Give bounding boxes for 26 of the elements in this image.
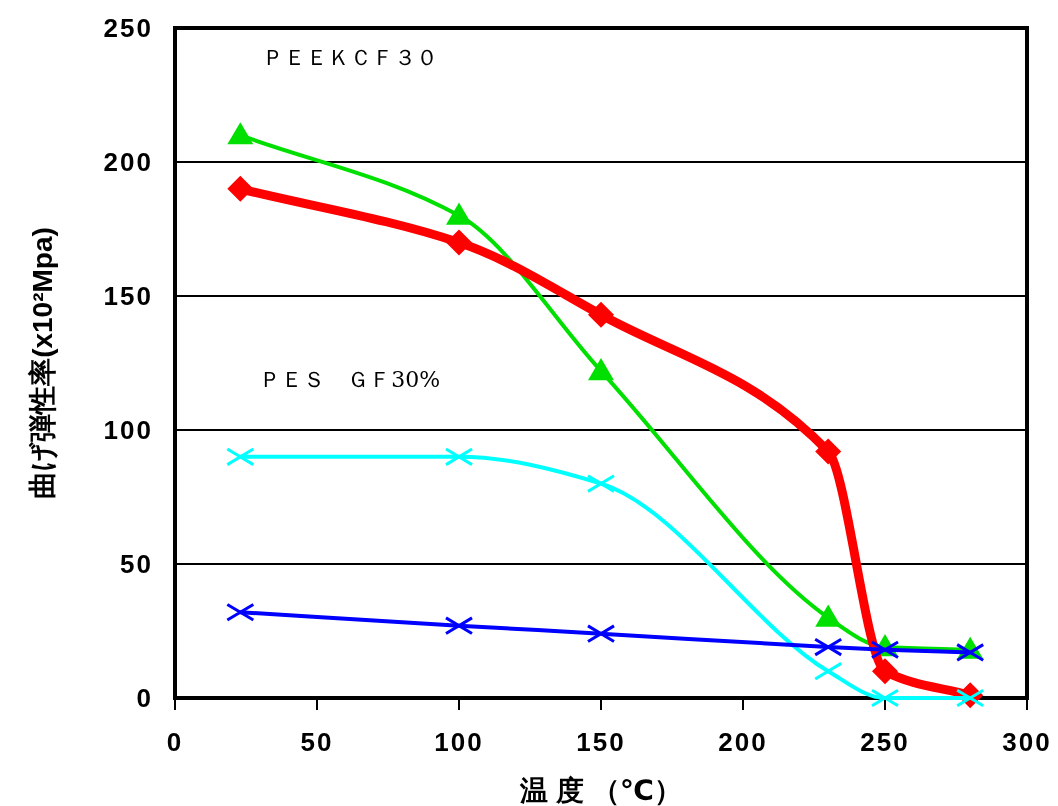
y-tick-label: 250 xyxy=(103,13,153,43)
y-tick-label: 0 xyxy=(136,683,153,713)
point xyxy=(227,175,254,202)
point xyxy=(588,301,614,328)
point xyxy=(815,438,842,465)
y-axis-title: 曲げ弾性率(x10²Mpa) xyxy=(27,227,58,499)
point xyxy=(588,358,614,381)
y-tick-label: 100 xyxy=(103,415,153,445)
x-tick-label: 50 xyxy=(300,727,334,757)
text: ＰＥＳ ＧＦ30% xyxy=(259,366,441,392)
point xyxy=(446,202,472,225)
point xyxy=(227,122,254,145)
point xyxy=(446,229,472,256)
x-tick-label: 200 xyxy=(718,727,768,757)
x-tick-label: 0 xyxy=(166,727,184,757)
x-tick-label: 150 xyxy=(576,727,626,757)
x-tick-label: 250 xyxy=(860,727,910,757)
x-axis-title: 温 度 （℃） xyxy=(519,775,682,806)
y-tick-label: 200 xyxy=(103,147,153,177)
text: ＰＥＥＫＣＦ３０ xyxy=(261,45,438,71)
y-tick-label: 50 xyxy=(120,549,153,579)
y-tick-label: 150 xyxy=(103,281,153,311)
point xyxy=(815,604,842,627)
x-tick-label: 300 xyxy=(1002,727,1052,757)
point xyxy=(872,658,898,685)
x-tick-label: 100 xyxy=(434,727,484,757)
